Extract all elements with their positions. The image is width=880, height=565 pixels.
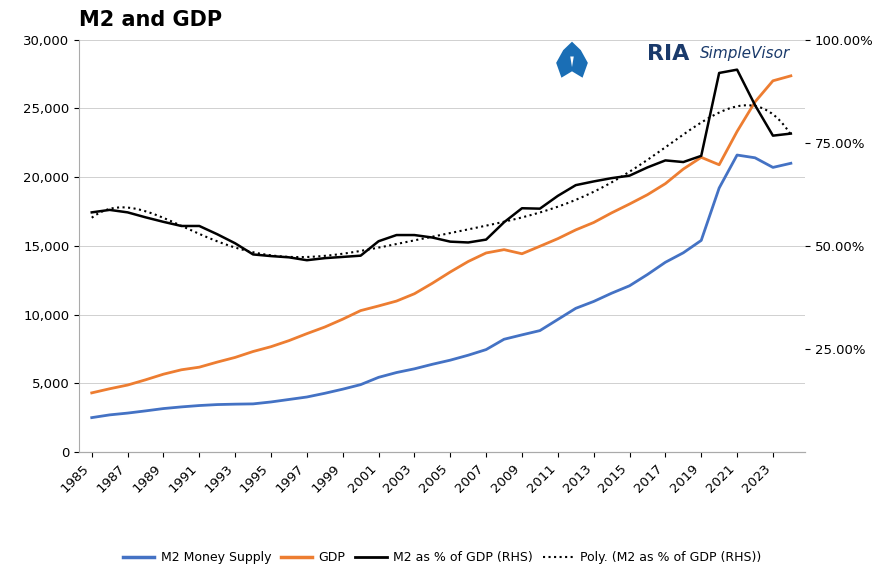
- Text: M2 and GDP: M2 and GDP: [79, 10, 223, 29]
- Polygon shape: [570, 56, 574, 67]
- Legend: M2 Money Supply, GDP, M2 as % of GDP (RHS), Poly. (M2 as % of GDP (RHS)): M2 Money Supply, GDP, M2 as % of GDP (RH…: [118, 546, 766, 565]
- Text: RIA: RIA: [647, 44, 689, 64]
- Text: SimpleVisor: SimpleVisor: [700, 46, 790, 61]
- Polygon shape: [556, 42, 588, 78]
